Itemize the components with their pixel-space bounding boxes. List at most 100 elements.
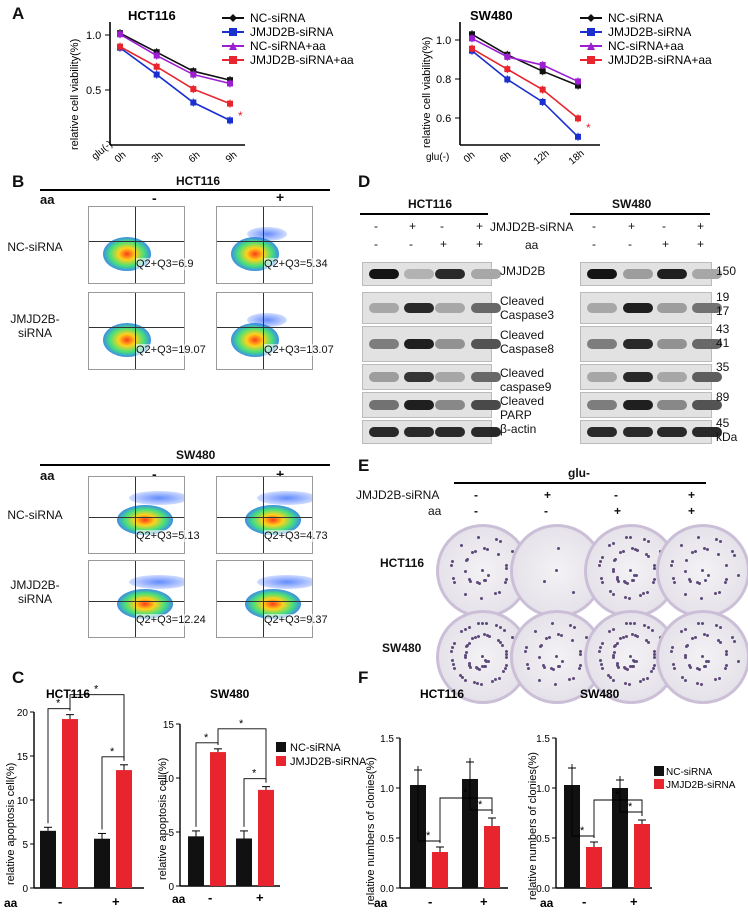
flow-density-tail <box>247 313 287 327</box>
colony-dot <box>629 664 633 668</box>
colony-dot <box>497 638 501 642</box>
a-right-legend-4: JMJD2B-siRNA+aa <box>608 53 712 67</box>
blot-band <box>369 339 399 349</box>
colony-dot <box>497 552 501 556</box>
colony-dot <box>611 655 615 659</box>
colony-dot <box>559 633 563 637</box>
c-left-plus: + <box>112 894 120 909</box>
a-right-point <box>504 66 511 73</box>
f-left-sig-star: * <box>463 787 468 799</box>
a-left-series-3 <box>119 45 231 105</box>
colony-dot <box>499 626 503 630</box>
colony-dot <box>616 663 620 667</box>
colony-dot <box>451 559 455 563</box>
blot-band <box>587 339 617 349</box>
colony-dot <box>680 544 684 548</box>
flow-quadrant-v <box>135 293 136 369</box>
colony-dot <box>643 538 647 542</box>
blot-band <box>435 427 465 437</box>
blot-strip <box>362 262 501 286</box>
colony-dot <box>670 563 674 567</box>
flow-quadrant-h <box>89 601 184 602</box>
colony-dot <box>503 666 507 670</box>
colony-dot <box>701 622 704 625</box>
a-left-ylabel: relative cell viability(%) <box>69 39 81 150</box>
colony-dot <box>717 552 721 556</box>
colony-dot <box>571 676 575 680</box>
colony-dot <box>633 622 637 626</box>
colony-dot <box>476 622 480 626</box>
d-sign-aa: + <box>440 237 448 251</box>
colony-dot <box>645 676 649 680</box>
colony-dot <box>499 540 503 544</box>
flow-quadrant-v <box>135 561 136 637</box>
colony-dot <box>715 538 719 542</box>
colony-dot <box>653 577 657 581</box>
colony-dot <box>469 579 473 583</box>
a-left-series-1 <box>119 47 231 122</box>
colony-dot <box>680 630 684 634</box>
blot-band <box>657 303 687 313</box>
colony-dot <box>730 550 734 554</box>
blot-band <box>471 339 501 349</box>
colony-dot <box>451 576 455 580</box>
c-right-bar <box>188 836 204 886</box>
flow-quadrant-h <box>217 241 312 242</box>
colony-dot <box>486 573 490 577</box>
colony-dot <box>653 649 657 653</box>
colony-dot <box>696 682 700 686</box>
colony-dot <box>464 645 468 649</box>
colony-dot <box>619 550 623 554</box>
colony-dot <box>624 635 628 639</box>
colony-dot <box>612 592 616 596</box>
d-sw-rule <box>570 213 710 215</box>
c-left-ytick: 5 <box>22 840 28 851</box>
colony-dot <box>579 649 583 653</box>
colony-dot <box>617 665 621 669</box>
colony-dot <box>548 635 552 639</box>
a-left-xtick-4: 9h <box>224 150 240 166</box>
flow-plot <box>88 476 185 554</box>
colony-dot <box>608 544 612 548</box>
colony-dot <box>510 636 514 640</box>
c-left-aa: aa <box>4 896 18 910</box>
panel-label-b: B <box>12 172 25 191</box>
colony-dot <box>599 658 603 662</box>
colony-dot <box>538 645 542 649</box>
flow-quadrant-h <box>89 517 184 518</box>
flow-quadrant-v <box>263 207 264 283</box>
colony-dot <box>461 676 465 680</box>
colony-dot <box>684 678 688 682</box>
colony-dot <box>543 579 547 583</box>
blot-strip <box>362 420 501 444</box>
e-sign-aa: - <box>544 504 548 518</box>
colony-dot <box>670 649 674 653</box>
f-right-sig-star: * <box>580 825 585 837</box>
colony-dot <box>505 649 509 653</box>
a-right-legend: NC-siRNA JMJD2B-siRNA NC-siRNA+aa JMJD2B… <box>580 11 712 67</box>
a-right-xtick-1: 0h <box>462 150 478 166</box>
a-right-legend-2: JMJD2B-siRNA <box>608 25 691 39</box>
colony-dot <box>625 668 629 671</box>
colony-dot <box>550 666 554 670</box>
d-sign-aa: - <box>409 237 413 251</box>
f-right-ytick: 0.0 <box>536 884 550 895</box>
colony-dot <box>463 628 467 631</box>
b-sw-aa: aa <box>40 468 55 483</box>
blot-band <box>404 269 434 279</box>
colony-dot <box>619 636 623 640</box>
colony-dot <box>500 643 504 647</box>
f-right-ytick: 0.5 <box>536 834 550 845</box>
flow-quadrant-v <box>135 477 136 553</box>
colony-dot <box>624 682 628 686</box>
f-right-ytick: 1.5 <box>536 734 550 745</box>
colony-dot <box>672 580 676 584</box>
flow-density-tail <box>257 491 312 505</box>
flow-plot <box>216 476 313 554</box>
colony-dot <box>630 546 634 550</box>
blot-band <box>623 269 653 279</box>
blot-mw-label: 43 41 <box>716 322 730 350</box>
colony-dot <box>471 636 475 640</box>
colony-dot <box>701 569 704 572</box>
blot-protein-label: Cleaved PARP <box>500 394 545 422</box>
